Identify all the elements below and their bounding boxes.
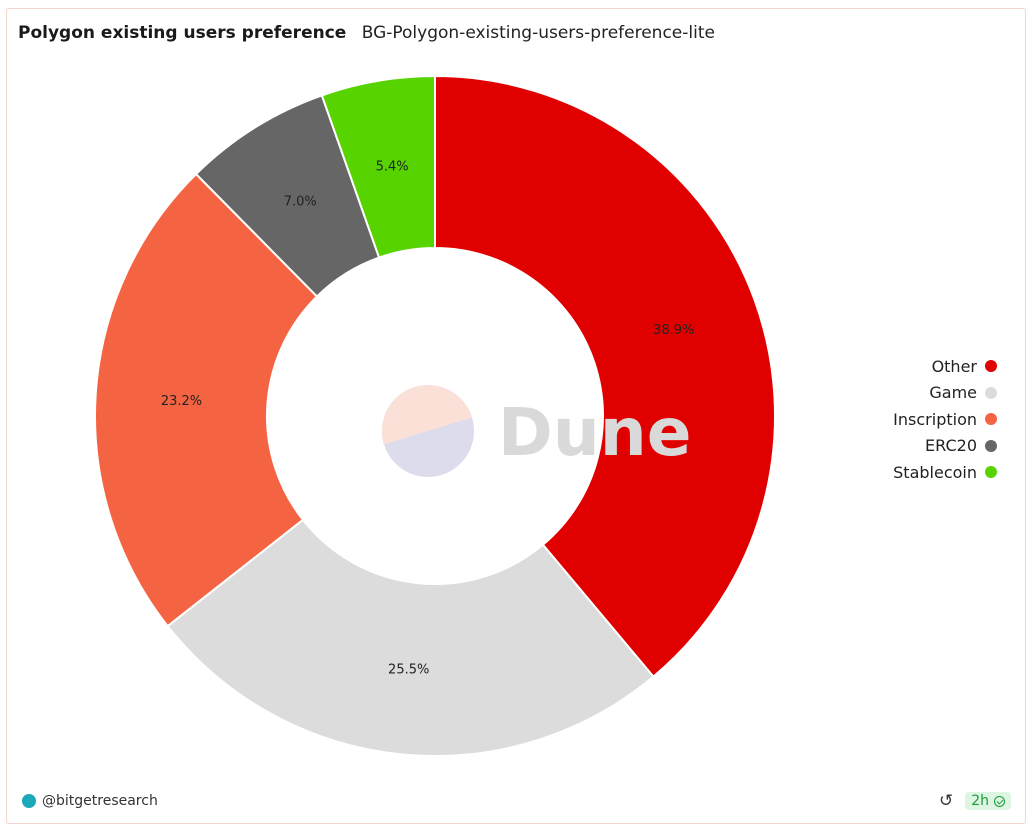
legend-item-game[interactable]: Game bbox=[893, 380, 997, 407]
legend: Other Game Inscription ERC20 Stablecoin bbox=[893, 353, 997, 486]
chart-header: Polygon existing users preference BG-Pol… bbox=[18, 23, 715, 43]
account-tag[interactable]: @bitgetresearch bbox=[22, 793, 158, 809]
freshness-badge[interactable]: 2h bbox=[965, 792, 1011, 810]
footer-status: ↺ 2h bbox=[939, 792, 1011, 810]
legend-label: Game bbox=[929, 383, 977, 403]
slice-label-erc20: 7.0% bbox=[284, 195, 317, 210]
legend-swatch bbox=[985, 360, 997, 373]
legend-swatch bbox=[985, 466, 997, 479]
account-name: @bitgetresearch bbox=[42, 793, 158, 809]
legend-item-other[interactable]: Other bbox=[893, 353, 997, 380]
legend-swatch bbox=[985, 439, 997, 452]
legend-label: ERC20 bbox=[925, 436, 977, 456]
legend-label: Inscription bbox=[893, 409, 977, 429]
slice-label-game: 25.5% bbox=[388, 663, 429, 678]
freshness-age: 2h bbox=[971, 793, 989, 809]
legend-item-inscription[interactable]: Inscription bbox=[893, 406, 997, 433]
slice-stablecoin[interactable] bbox=[320, 74, 436, 259]
chart-title: Polygon existing users preference bbox=[18, 23, 347, 43]
check-circle-icon bbox=[994, 795, 1005, 807]
query-name[interactable]: BG-Polygon-existing-users-preference-lit… bbox=[361, 23, 715, 43]
dune-watermark-text: Dune bbox=[498, 394, 692, 471]
slice-other[interactable] bbox=[434, 74, 776, 679]
dune-watermark: Dune bbox=[382, 385, 692, 477]
slice-game[interactable] bbox=[166, 518, 655, 757]
refresh-icon[interactable]: ↺ bbox=[938, 790, 954, 811]
legend-label: Other bbox=[931, 356, 977, 376]
bitget-logo-icon bbox=[22, 794, 36, 808]
donut-chart: Dune 38.9% 25.5% 23.2% 7.0% 5.4% bbox=[94, 74, 776, 757]
legend-swatch bbox=[985, 413, 997, 426]
slice-inscription[interactable] bbox=[94, 172, 319, 628]
slice-label-stablecoin: 5.4% bbox=[376, 160, 409, 175]
slice-label-inscription: 23.2% bbox=[161, 394, 202, 409]
legend-item-erc20[interactable]: ERC20 bbox=[893, 433, 997, 460]
legend-swatch bbox=[985, 386, 997, 399]
legend-item-stablecoin[interactable]: Stablecoin bbox=[893, 459, 997, 486]
legend-label: Stablecoin bbox=[893, 462, 977, 482]
slice-label-other: 38.9% bbox=[653, 323, 694, 338]
chart-card: Polygon existing users preference BG-Pol… bbox=[6, 8, 1026, 824]
